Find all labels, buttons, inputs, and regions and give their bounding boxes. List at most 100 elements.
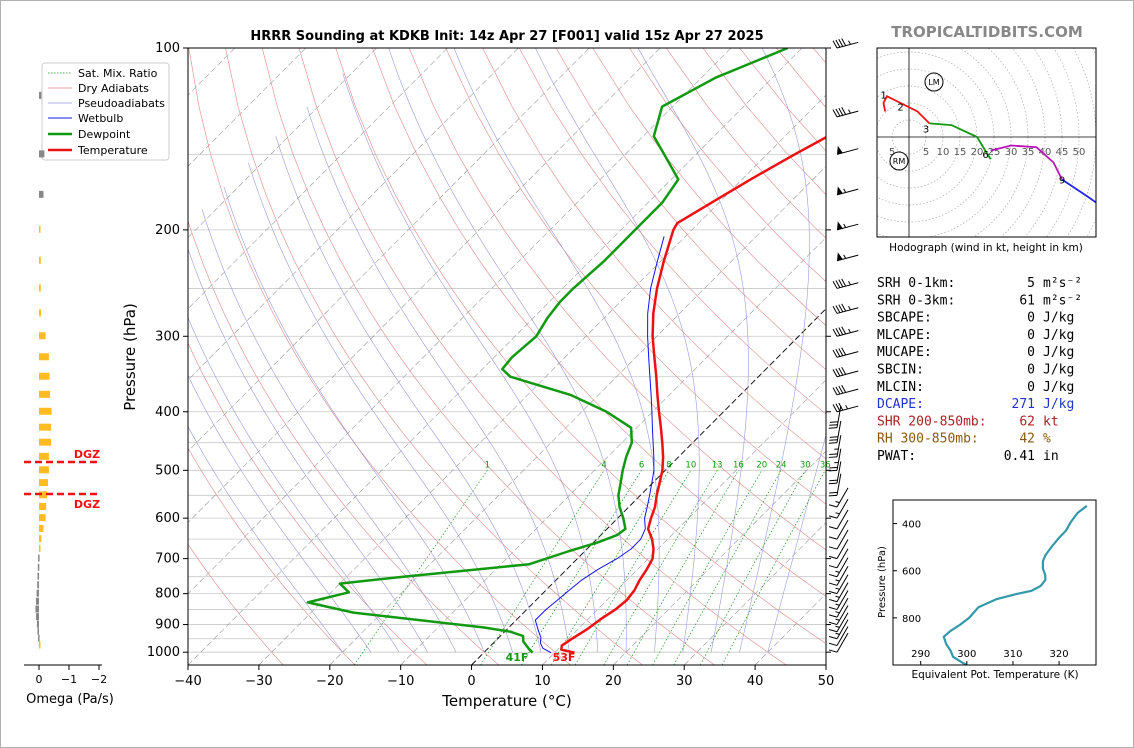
barb-staff — [836, 254, 859, 262]
hodograph-ring-label: 15 — [954, 147, 967, 158]
barb-staff — [836, 582, 849, 602]
x-tick-label: 0 — [467, 674, 475, 689]
right-mover-marker — [889, 151, 909, 171]
barb-flag — [828, 606, 838, 611]
stat-unit: in — [1043, 449, 1059, 464]
stat-unit: J/kg — [1043, 363, 1074, 378]
hodograph-height-label: 9 — [1059, 176, 1065, 187]
barb-staff — [836, 619, 849, 639]
theta-e-panel: 290 300 310 320 400 600 800 Equivalent Pot. Te… — [877, 499, 1097, 681]
barb-flag — [828, 494, 838, 497]
mixing-ratio-line — [574, 470, 692, 665]
wind-barb — [828, 539, 849, 560]
barb-flag — [832, 387, 838, 396]
omega-bar — [36, 620, 39, 628]
omega-bar — [39, 545, 41, 553]
omega-bar — [39, 332, 46, 340]
surface-dewpoint-label: 41F — [506, 651, 529, 664]
stat-value: 5 — [1027, 276, 1035, 291]
mixing-ratio-line — [603, 470, 718, 665]
hodograph-ring-label: 5 — [889, 147, 895, 158]
mixing-ratio-label: 36 — [820, 460, 831, 470]
theta-e-xtick-label: 300 — [957, 649, 976, 660]
barb-flag — [832, 280, 838, 289]
hodograph-height-label: 2 — [897, 102, 903, 113]
mixing-ratio-label: 4 — [601, 460, 606, 470]
wind-barb — [828, 626, 849, 647]
dry-adiabat — [776, 48, 826, 108]
barb-half — [848, 328, 851, 333]
dry-adiabat — [261, 48, 715, 665]
stat-value: 271 — [1012, 397, 1035, 412]
omega-tick-label: −1 — [61, 673, 77, 686]
hodograph-ring-label: 5 — [923, 147, 929, 158]
hodograph-segment — [929, 122, 992, 160]
barb-flag — [838, 38, 844, 47]
barb-flag — [829, 439, 838, 441]
theta-e-xtick-label: 290 — [911, 649, 930, 660]
left-mover-marker — [924, 72, 944, 92]
barb-flag — [828, 546, 838, 550]
stat-label: SRH 0-1km: — [877, 276, 955, 291]
isotherm — [897, 48, 1134, 665]
stat-value: 0 — [1027, 345, 1035, 360]
omega-bar — [39, 423, 51, 431]
x-tick-label: −40 — [174, 674, 201, 689]
barb-staff — [836, 605, 849, 625]
wind-barb — [828, 448, 842, 472]
isotherm — [542, 379, 826, 665]
barb-flag — [832, 349, 838, 358]
dry-adiabat — [739, 48, 826, 152]
isotherm — [188, 48, 448, 310]
dry-adiabat — [188, 219, 499, 665]
surface-temperature-label: 53F — [553, 651, 576, 664]
wind-barb — [828, 529, 849, 550]
barb-staff — [836, 41, 859, 49]
stat-value: 0 — [1027, 363, 1035, 378]
stats-table: SRH 0-1km: 5 m²s⁻² SRH 0-3km: 61 m²s⁻² SBCAPE:… — [877, 276, 1082, 464]
barb-flag — [828, 565, 838, 569]
barb-half — [834, 461, 839, 464]
barb-flag — [832, 40, 838, 49]
barb-flag — [838, 304, 844, 313]
dry-adiabat — [812, 48, 826, 64]
barb-flag — [838, 279, 844, 288]
barb-half — [835, 570, 840, 573]
barb-staff — [836, 420, 842, 443]
omega-bar — [39, 150, 45, 158]
wind-barbs — [828, 38, 859, 653]
stat-unit: J/kg — [1043, 311, 1074, 326]
barb-flag — [835, 403, 841, 412]
barb-flag — [838, 107, 844, 116]
background-lines — [188, 48, 1134, 665]
barb-flag — [828, 642, 838, 647]
omega-bar — [39, 372, 50, 380]
barb-staff — [836, 612, 849, 632]
barb-flag — [835, 108, 841, 117]
barb-flag — [829, 421, 839, 423]
wind-barb — [832, 385, 859, 396]
barb-staff — [836, 529, 849, 550]
omega-bar — [39, 190, 44, 198]
wind-barb — [836, 221, 859, 231]
barb-flag — [835, 280, 841, 288]
isotherm — [188, 48, 306, 167]
barb-half — [835, 595, 840, 598]
theta-e-line — [942, 505, 1088, 665]
wind-barb — [832, 107, 859, 118]
omega-bars — [35, 91, 52, 649]
omega-panel: 0 −1 −2 DGZ DGZ Omega (Pa/s) — [24, 91, 114, 707]
stat-value: 42 — [1019, 432, 1035, 447]
mixing-ratio-label: 10 — [685, 460, 696, 470]
stat-unit: J/kg — [1043, 328, 1074, 343]
stat-value: 0 — [1027, 311, 1035, 326]
barb-staff — [836, 307, 859, 314]
barb-flag — [829, 453, 838, 455]
hodograph-ring-label: 40 — [1039, 147, 1052, 158]
y-tick-label: 600 — [155, 511, 180, 526]
omega-axis-label: Omega (Pa/s) — [26, 692, 114, 707]
omega-bar — [39, 502, 47, 510]
omega-bar — [39, 438, 51, 446]
theta-e-ytick-label: 600 — [902, 567, 921, 578]
